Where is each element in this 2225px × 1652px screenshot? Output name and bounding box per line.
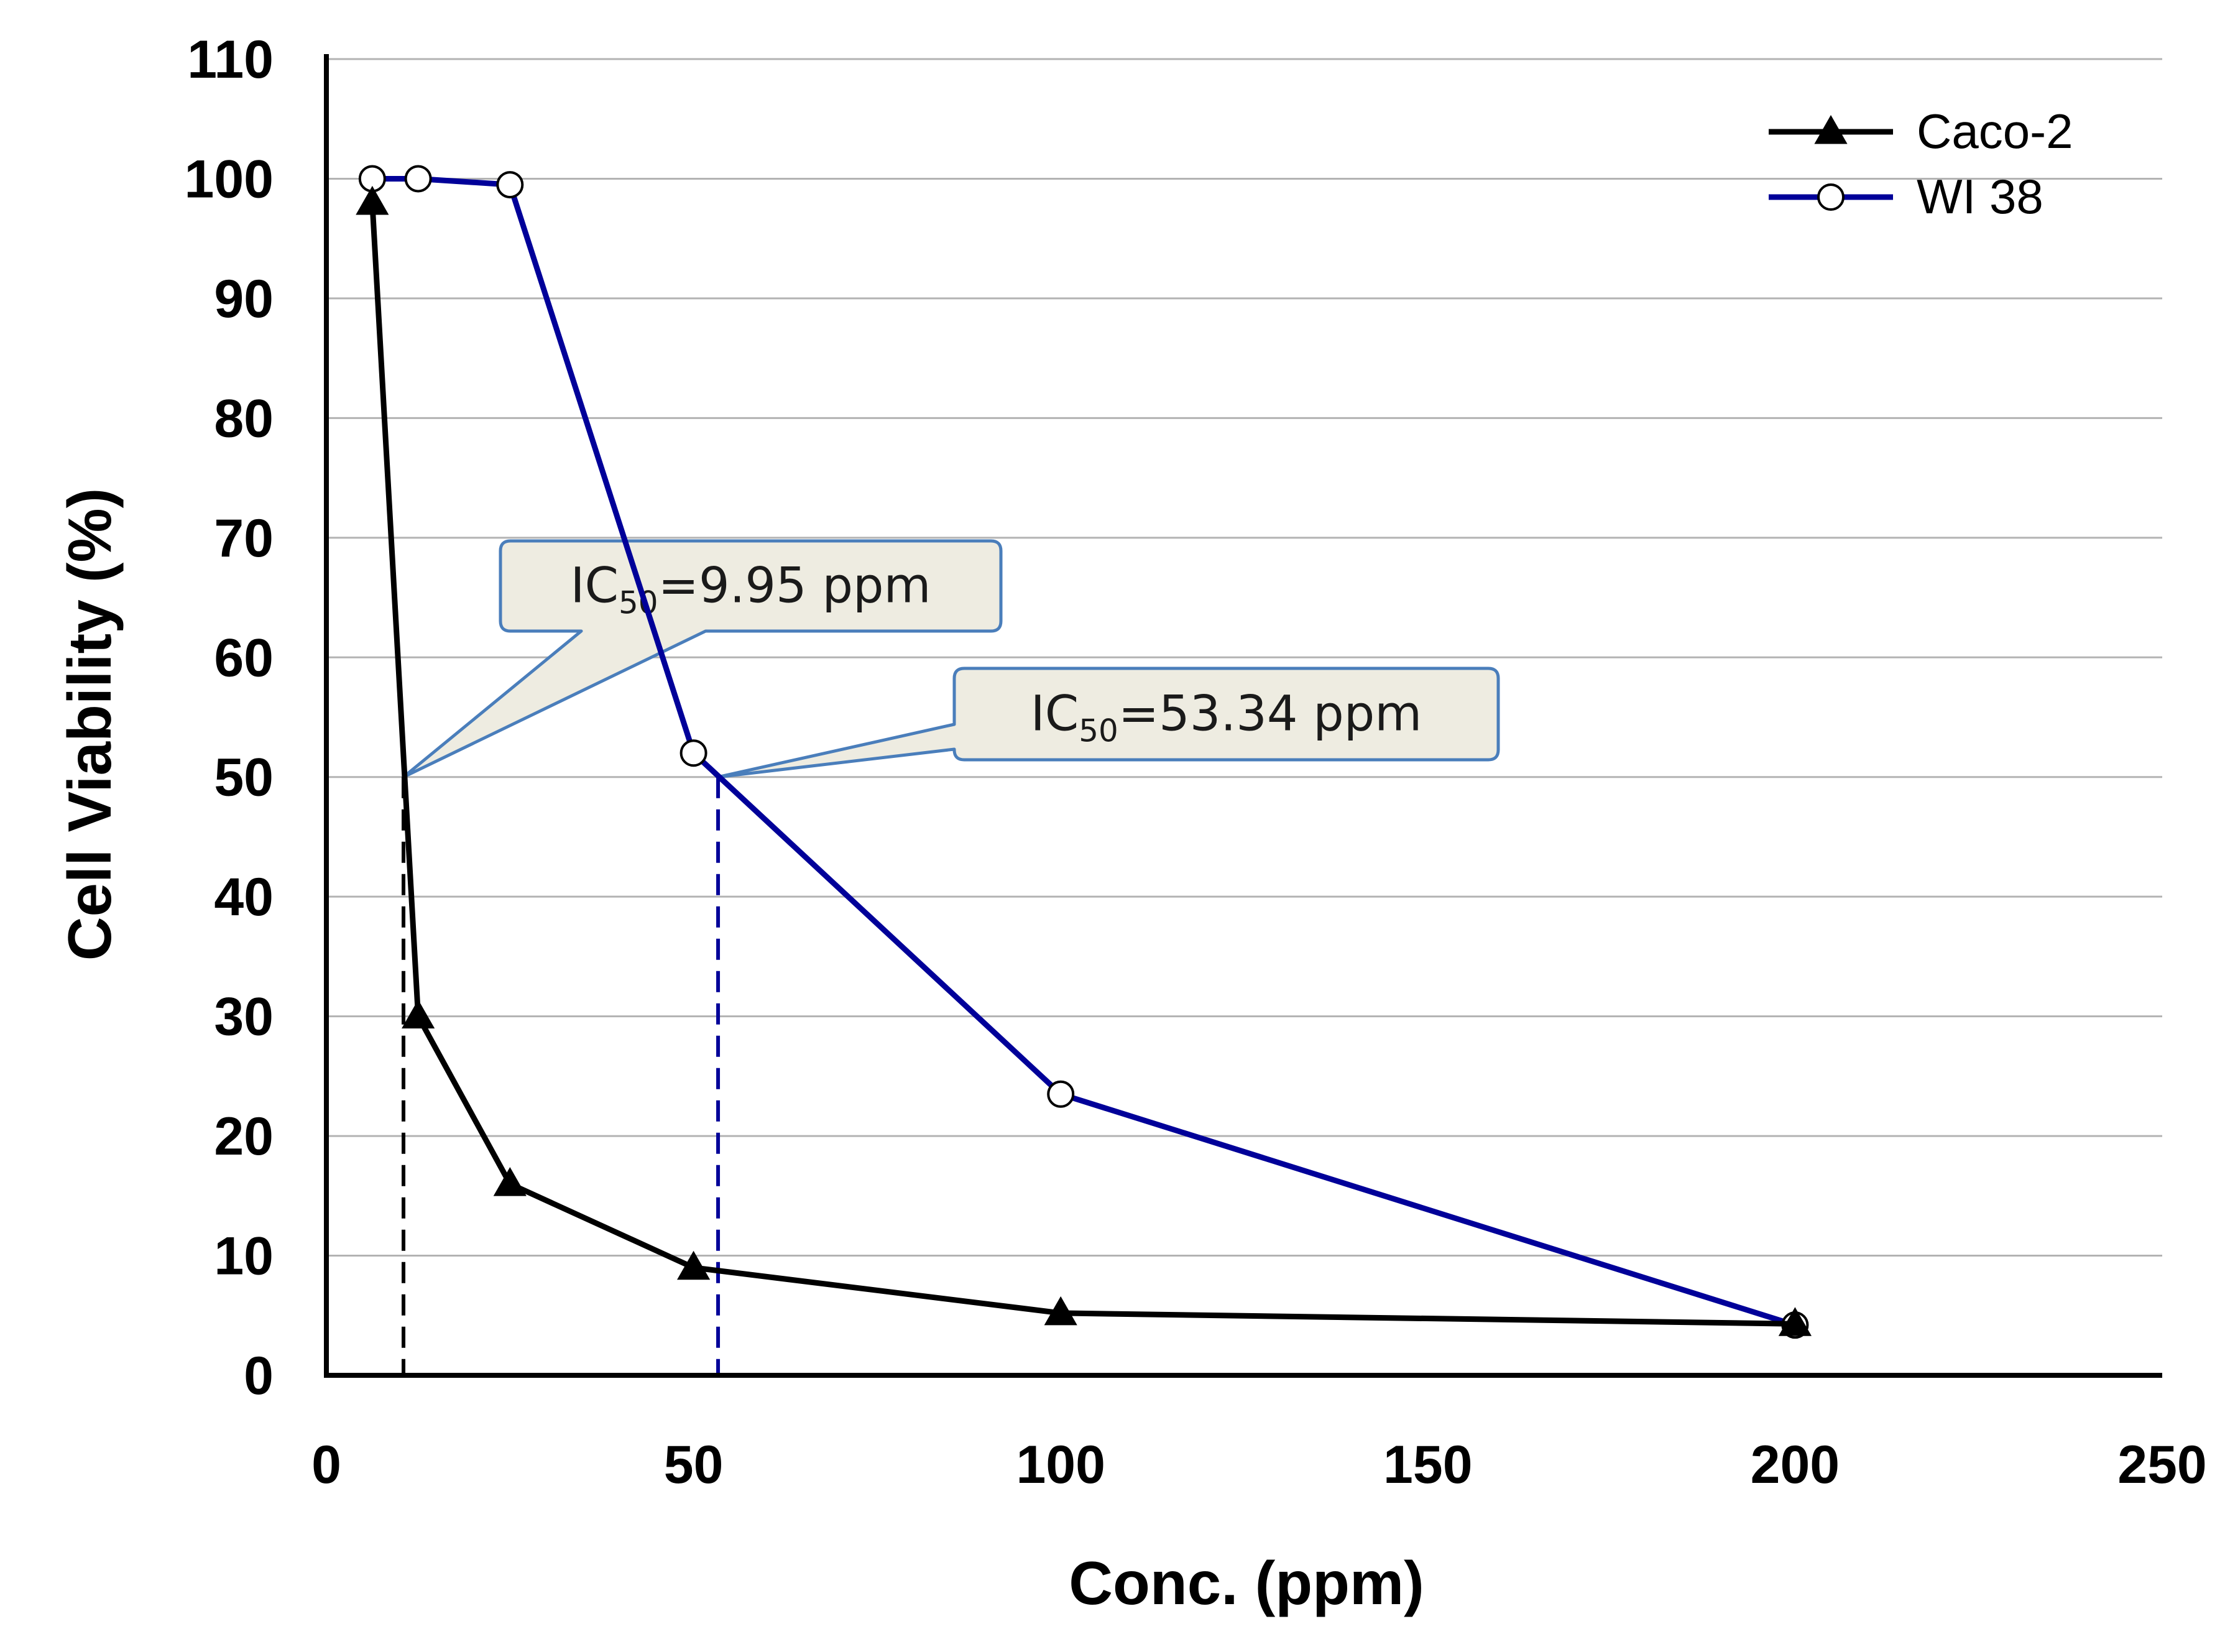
legend-label-wi-38: WI 38 [1917,169,2043,224]
y-tick-label: 30 [214,987,274,1047]
x-tick-label: 50 [664,1435,724,1495]
y-tick-label: 90 [214,269,274,329]
data-point-wi-38 [496,171,524,199]
series-line-caco-2 [369,202,1795,1327]
x-tick-label: 150 [1383,1435,1473,1495]
y-tick-labels: 0 10 20 30 40 50 60 70 80 90 100 110 [185,30,274,1406]
ic50-caco2-callout-label: IC50=9.95 ppm [571,558,931,621]
ic50-caco2-callout-box [402,539,1003,779]
data-point-caco-2 [402,999,435,1029]
x-tick-label: 0 [311,1435,341,1495]
x-tick-label: 200 [1751,1435,1840,1495]
y-tick-label: 80 [214,389,274,448]
y-tick-label: 60 [214,628,274,688]
y-axis-label: Cell Viability (%) [55,488,124,961]
y-tick-label: 20 [214,1107,274,1166]
y-tick-label: 70 [214,509,274,568]
legend: Caco-2 WI 38 [1769,104,2073,224]
data-point-wi-38 [1047,1080,1075,1108]
axes [324,54,2162,1378]
legend-label-caco-2: Caco-2 [1917,104,2073,159]
data-point-wi-38 [404,165,432,193]
x-tick-label: 100 [1016,1435,1105,1495]
y-tick-label: 40 [214,867,274,927]
y-tick-label: 0 [244,1346,274,1406]
ic50-wi38-callout-box [716,667,1500,779]
data-point-caco-2 [1044,1296,1077,1326]
data-point-wi-38 [679,739,707,767]
legend-marker-caco-2 [1814,114,1848,144]
legend-marker-wi-38 [1817,183,1845,211]
ic50-callouts: IC50=9.95 ppm IC50=53.34 ppm [402,539,1500,779]
data-point-caco-2 [493,1167,527,1196]
ic50-drop-lines [402,777,721,1375]
data-point-caco-2 [677,1250,711,1280]
y-tick-label: 50 [214,748,274,808]
y-tick-label: 110 [187,30,274,90]
y-tick-label: 10 [214,1227,274,1286]
x-axis-label: Conc. (ppm) [1069,1549,1424,1617]
x-tick-labels: 0 50 100 150 200 250 [311,1435,2207,1495]
y-tick-label: 100 [185,149,274,209]
x-tick-label: 250 [2117,1435,2207,1495]
series [356,165,1812,1339]
data-point-caco-2 [356,185,389,215]
data-point-caco-2 [1778,1307,1812,1336]
ic50-wi38-callout-label: IC50=53.34 ppm [1031,686,1422,749]
